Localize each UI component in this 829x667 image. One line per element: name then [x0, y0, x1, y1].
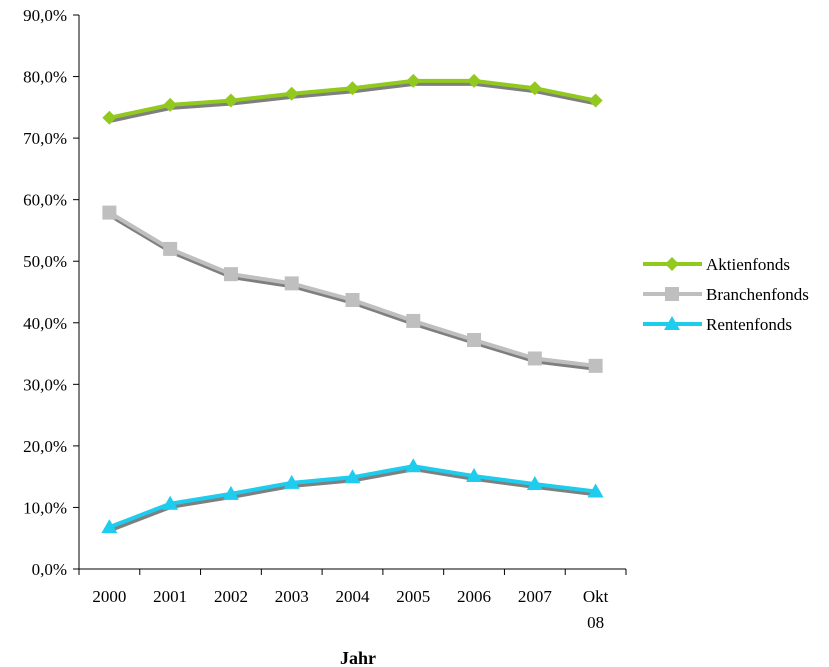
y-tick-label: 90,0% [23, 6, 67, 25]
data-point [222, 485, 239, 500]
y-tick-label: 80,0% [23, 68, 67, 87]
data-point [284, 276, 299, 291]
data-point [406, 73, 421, 88]
data-point [467, 73, 482, 88]
legend-item: Rentenfonds [643, 315, 792, 334]
y-tick-label: 0,0% [32, 560, 67, 579]
series-aktienfonds [102, 73, 603, 125]
data-point [102, 110, 117, 125]
legend-item: Branchenfonds [643, 285, 809, 304]
data-point [345, 81, 360, 96]
x-tick-label: 2003 [275, 587, 309, 606]
x-axis-label: Jahr [340, 648, 376, 667]
data-point [284, 86, 299, 101]
data-point [163, 241, 178, 256]
x-tick-label: 2004 [336, 587, 371, 606]
data-point [466, 468, 483, 483]
plot-area [101, 73, 604, 534]
x-tick-label: 2006 [457, 587, 491, 606]
legend-label: Aktienfonds [706, 255, 790, 274]
data-point [405, 458, 422, 473]
series-rentenfonds [101, 458, 604, 534]
series-branchenfonds [102, 205, 603, 373]
data-point [283, 474, 300, 489]
data-point [344, 469, 361, 484]
legend-label: Branchenfonds [706, 285, 809, 304]
axes: 0,0% 10,0% 20,0% 30,0% 40,0% 50,0% 60,0% 70,0% 8… [23, 6, 627, 632]
x-tick-label: 2002 [214, 587, 248, 606]
y-tick-label: 70,0% [23, 129, 67, 148]
data-point [664, 316, 680, 330]
x-tick-label: 08 [587, 613, 604, 632]
data-point [527, 351, 542, 366]
x-tick-label: Okt [583, 587, 609, 606]
x-tick-label: 2001 [153, 587, 187, 606]
data-point [162, 495, 179, 510]
x-tick-label: 2007 [518, 587, 553, 606]
x-tick-label: 2005 [396, 587, 430, 606]
data-point [587, 483, 604, 498]
data-point [467, 333, 482, 348]
y-tick-label: 60,0% [23, 191, 67, 210]
y-tick-label: 40,0% [23, 314, 67, 333]
data-point [665, 257, 679, 271]
data-point [101, 519, 118, 534]
series-line [108, 210, 596, 368]
data-point [588, 358, 603, 373]
data-point [345, 293, 360, 308]
x-tick-label: 2000 [92, 587, 126, 606]
data-point [223, 267, 238, 282]
data-point [526, 476, 543, 491]
legend-label: Rentenfonds [706, 315, 792, 334]
y-tick-label: 20,0% [23, 437, 67, 456]
y-tick-label: 50,0% [23, 252, 67, 271]
legend: Aktienfonds Branchenfonds Rentenfonds [643, 255, 809, 334]
data-point [406, 313, 421, 328]
data-point [163, 97, 178, 112]
y-tick-label: 10,0% [23, 498, 67, 517]
series-shadow [109, 213, 597, 371]
legend-item: Aktienfonds [643, 255, 790, 274]
data-point [665, 287, 679, 301]
data-point [223, 93, 238, 108]
data-point [102, 205, 117, 220]
data-point [588, 93, 603, 108]
y-tick-label: 30,0% [23, 375, 67, 394]
data-point [527, 81, 542, 96]
